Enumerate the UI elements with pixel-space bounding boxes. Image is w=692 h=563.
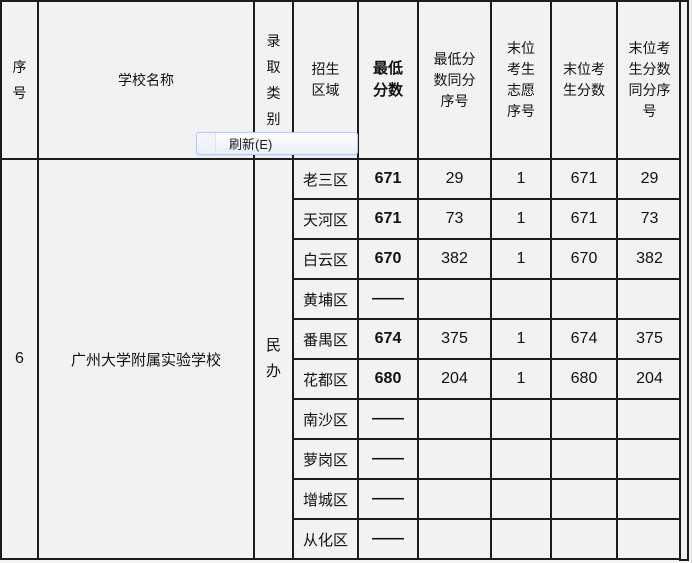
last-pref-cell: 1 <box>490 318 552 360</box>
last-score-cell: 671 <box>550 158 618 200</box>
min-score-cell: —— <box>357 518 419 560</box>
col-header-last-score-tie: 末位考 生分数 同分序 号 <box>616 0 683 160</box>
last-score-tie-cell <box>616 278 683 320</box>
last-pref-cell: 1 <box>490 158 552 200</box>
district-cell: 增城区 <box>292 478 359 520</box>
table-row: 从化区 —— <box>1 518 683 560</box>
last-pref-cell <box>490 398 552 440</box>
min-score-cell: 671 <box>357 198 419 240</box>
min-score-cell: —— <box>357 398 419 440</box>
last-pref-cell <box>490 438 552 480</box>
last-pref-cell <box>490 278 552 320</box>
last-score-cell: 680 <box>550 358 618 400</box>
min-score-tie-cell: 382 <box>417 238 492 280</box>
last-score-cell <box>550 478 618 520</box>
last-score-cell: 671 <box>550 198 618 240</box>
last-score-tie-cell: 204 <box>616 358 683 400</box>
district-cell: 白云区 <box>292 238 359 280</box>
district-cell: 南沙区 <box>292 398 359 440</box>
table-row: 6 广州大学附属实验学校 民 办 老三区 671 29 1 671 29 <box>0 158 683 560</box>
district-cell: 花都区 <box>292 358 359 400</box>
last-score-cell <box>550 518 618 560</box>
min-score-cell: 670 <box>357 238 419 280</box>
min-score-cell: 680 <box>357 358 419 400</box>
col-header-last-pref: 末位 考生 志愿 序号 <box>490 0 552 160</box>
min-score-cell: 671 <box>357 158 419 200</box>
district-cell: 黄埔区 <box>292 278 359 320</box>
table-row: 萝岗区 —— <box>1 438 683 480</box>
table-row: 花都区 680 204 1 680 204 <box>1 358 683 400</box>
last-score-cell: 674 <box>550 318 618 360</box>
last-score-tie-cell <box>616 518 683 560</box>
table-row: 天河区 671 73 1 671 73 <box>1 198 683 240</box>
min-score-tie-cell <box>417 398 492 440</box>
district-cell: 天河区 <box>292 198 359 240</box>
district-cell: 萝岗区 <box>292 438 359 480</box>
last-pref-cell <box>490 518 552 560</box>
last-score-tie-cell: 382 <box>616 238 683 280</box>
min-score-tie-cell <box>417 478 492 520</box>
col-header-serial: 序 号 <box>0 0 39 160</box>
last-score-tie-cell <box>616 398 683 440</box>
last-pref-cell: 1 <box>490 198 552 240</box>
last-score-tie-cell: 73 <box>616 198 683 240</box>
col-header-min-score: 最低 分数 <box>357 0 419 160</box>
last-pref-cell: 1 <box>490 238 552 280</box>
min-score-cell: 674 <box>357 318 419 360</box>
table-row: 增城区 —— <box>1 478 683 520</box>
last-score-tie-cell <box>616 438 683 480</box>
min-score-cell: —— <box>357 478 419 520</box>
min-score-tie-cell: 375 <box>417 318 492 360</box>
col-header-min-score-tie: 最低分 数同分 序号 <box>417 0 492 160</box>
last-score-cell <box>550 438 618 480</box>
district-cell: 从化区 <box>292 518 359 560</box>
min-score-cell: —— <box>357 438 419 480</box>
min-score-tie-cell: 29 <box>417 158 492 200</box>
district-cell: 番禺区 <box>292 318 359 360</box>
district-cell: 老三区 <box>292 158 359 200</box>
min-score-tie-cell <box>417 278 492 320</box>
serial-cell: 6 <box>0 158 39 560</box>
table-row: 番禺区 674 375 1 674 375 <box>1 318 683 360</box>
last-score-tie-cell: 29 <box>616 158 683 200</box>
last-score-tie-cell <box>616 478 683 520</box>
last-pref-cell: 1 <box>490 358 552 400</box>
col-header-last-score: 末位考 生分数 <box>550 0 618 160</box>
table-row: 黄埔区 —— <box>1 278 683 320</box>
last-score-cell <box>550 278 618 320</box>
last-pref-cell <box>490 478 552 520</box>
menu-icon-gutter <box>197 133 216 154</box>
last-score-cell: 670 <box>550 238 618 280</box>
min-score-tie-cell <box>417 438 492 480</box>
last-score-cell <box>550 398 618 440</box>
context-menu: 刷新(E) <box>196 132 358 155</box>
table-row: 白云区 670 382 1 670 382 <box>1 238 683 280</box>
school-name-cell: 广州大学附属实验学校 <box>37 158 255 560</box>
table-row: 南沙区 —— <box>1 398 683 440</box>
min-score-tie-cell: 73 <box>417 198 492 240</box>
menu-item-refresh[interactable]: 刷新(E) <box>229 137 273 152</box>
category-cell: 民 办 <box>253 158 294 560</box>
empty-edge-column <box>679 0 689 561</box>
min-score-tie-cell <box>417 518 492 560</box>
min-score-tie-cell: 204 <box>417 358 492 400</box>
last-score-tie-cell: 375 <box>616 318 683 360</box>
min-score-cell: —— <box>357 278 419 320</box>
